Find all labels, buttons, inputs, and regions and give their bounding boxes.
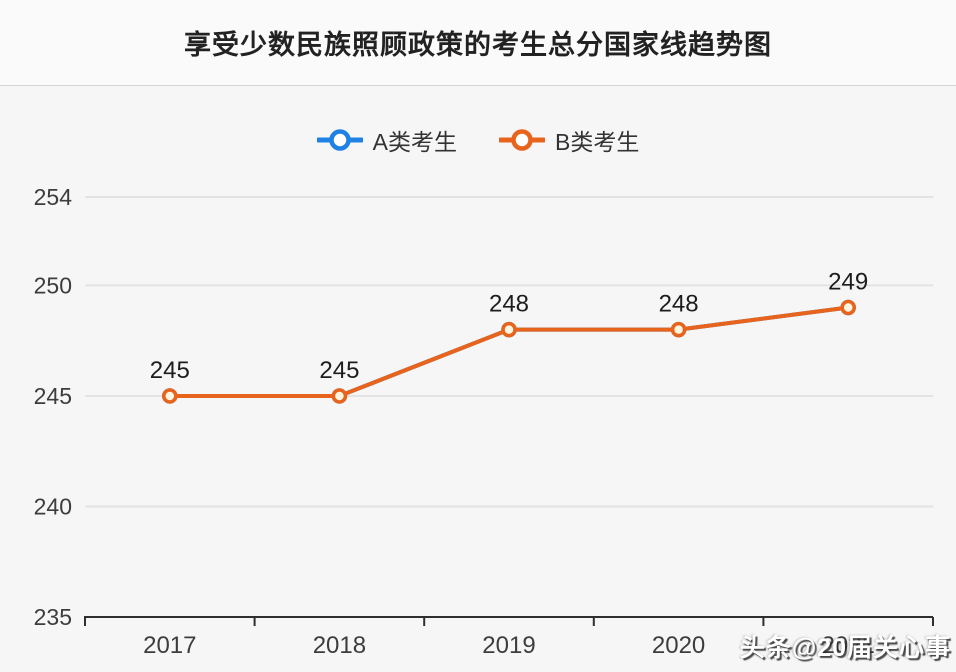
x-axis-tick-label: 2020 <box>652 632 705 659</box>
data-point-marker[interactable] <box>670 321 687 338</box>
chart-header: 享受少数民族照顾政策的考生总分国家线趋势图 <box>0 0 956 85</box>
data-point-value-label: 248 <box>489 291 529 318</box>
x-axis-tick-label: 2021 <box>822 632 875 659</box>
chart-title: 享受少数民族照顾政策的考生总分国家线趋势图 <box>184 30 772 60</box>
y-axis-tick-label: 250 <box>34 272 72 298</box>
data-point-value-label: 248 <box>659 291 699 318</box>
data-point-marker[interactable] <box>501 321 517 338</box>
x-axis-tick-label: 2017 <box>143 632 196 659</box>
chart-legend: A类考生 B类考生 <box>0 122 956 158</box>
y-axis-tick-label: 254 <box>34 184 73 210</box>
watermark-text: 头条@20届关心事 <box>739 634 951 662</box>
y-axis-tick-label: 245 <box>34 383 72 409</box>
line-marker-icon <box>316 129 363 151</box>
data-point-marker[interactable] <box>331 388 348 404</box>
data-point-marker[interactable] <box>840 299 856 316</box>
legend-label-b: B类考生 <box>555 129 640 155</box>
y-axis-tick-label: 240 <box>34 493 72 519</box>
data-point-value-label: 249 <box>828 269 868 296</box>
data-point-value-label: 245 <box>150 357 190 384</box>
legend-item-b-candidates[interactable]: B类考生 <box>499 123 639 157</box>
legend-label-a: A类考生 <box>372 129 457 155</box>
header-divider <box>0 85 956 86</box>
series-line-b <box>167 305 851 398</box>
legend-item-a-candidates[interactable]: A类考生 <box>316 123 457 157</box>
y-axis-tick-label: 235 <box>34 604 72 630</box>
data-point-value-label: 245 <box>319 357 359 384</box>
data-point-marker[interactable] <box>162 388 178 404</box>
x-axis-tick-label: 2018 <box>313 632 366 659</box>
line-marker-icon <box>499 129 545 151</box>
x-axis-tick-label: 2019 <box>482 632 535 659</box>
